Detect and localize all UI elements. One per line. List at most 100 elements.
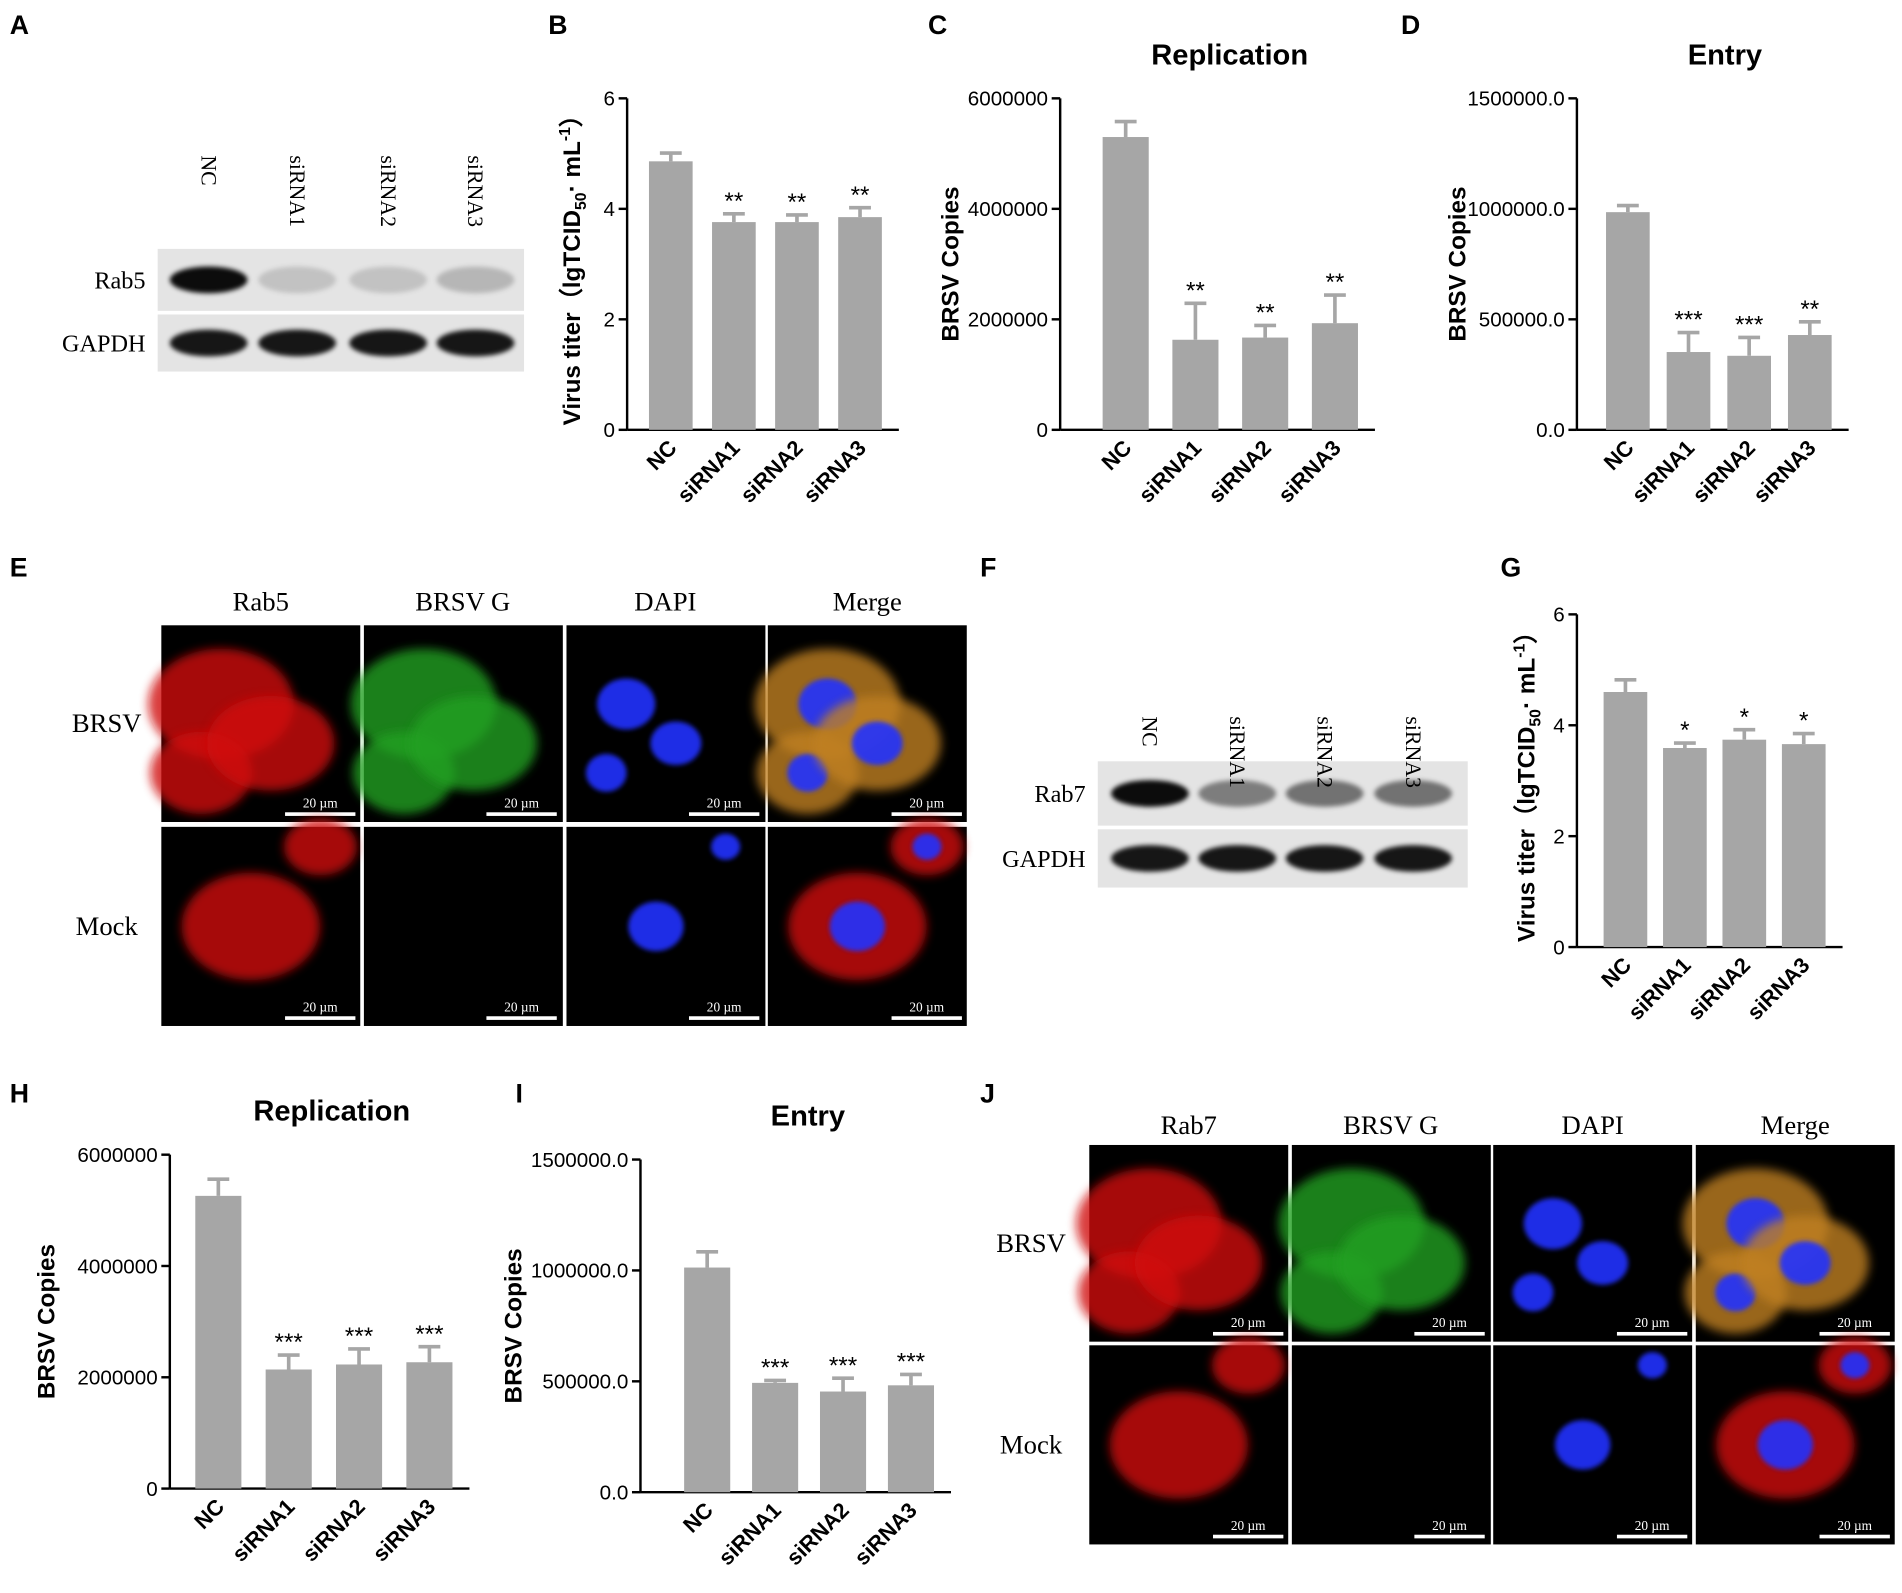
scale-bar — [1414, 1534, 1485, 1539]
error-bar — [849, 205, 871, 218]
bar — [1102, 137, 1149, 430]
blot-lane-label: siRNA1 — [285, 155, 309, 227]
y-tick-label: 500000.0 — [542, 1371, 628, 1394]
bar — [1311, 323, 1358, 430]
y-tick-label: 4 — [604, 198, 615, 221]
bar — [1787, 335, 1832, 430]
x-tick-label: siRNA2 — [1203, 435, 1276, 508]
nucleus — [1840, 1352, 1870, 1379]
y-tick-label: 0 — [1553, 936, 1564, 959]
nucleus — [1715, 1273, 1756, 1312]
y-tick-label: 6000000 — [968, 88, 1048, 111]
x-tick-label: NC — [189, 1494, 229, 1534]
cell-signal — [207, 695, 335, 791]
scale-bar — [486, 812, 557, 816]
nucleus — [1757, 1420, 1813, 1470]
significance-label: *** — [1735, 312, 1764, 339]
x-tick-label: siRNA3 — [1748, 435, 1821, 508]
cell-signal — [181, 872, 320, 981]
error-bar — [1254, 323, 1277, 338]
significance-label: *** — [761, 1355, 790, 1382]
x-tick-label: siRNA3 — [368, 1494, 441, 1567]
significance-label: ** — [788, 189, 807, 216]
cell-signal — [1337, 1215, 1465, 1311]
bar — [195, 1195, 242, 1489]
blot-band — [349, 266, 427, 294]
blot-band — [1374, 845, 1452, 872]
y-tick-label: 2000000 — [968, 309, 1048, 332]
y-tick-label: 1500000.0 — [1467, 88, 1564, 111]
error-bar — [1677, 330, 1700, 353]
nucleus — [711, 833, 741, 860]
nucleus — [585, 753, 627, 792]
blot-lane-label: siRNA3 — [463, 155, 487, 227]
significance-label: *** — [275, 1329, 304, 1356]
x-tick-label: NC — [642, 435, 682, 475]
y-tick-label: 4 — [1553, 715, 1564, 738]
scale-bar — [1414, 1331, 1485, 1336]
bar — [1603, 691, 1648, 948]
scale-bar-label: 20 µm — [1432, 1315, 1467, 1330]
column-header: Rab5 — [233, 587, 289, 617]
western-blot — [157, 248, 525, 372]
blot-row-label: GAPDH — [1002, 846, 1086, 873]
row-label: BRSV — [72, 708, 142, 738]
blot-band — [436, 266, 515, 294]
scale-bar-label: 20 µm — [504, 795, 539, 810]
panel-letter: J — [980, 1078, 995, 1108]
error-bar — [1616, 203, 1639, 213]
error-bar — [900, 1372, 922, 1386]
significance-label: ** — [1800, 296, 1819, 323]
y-tick-label: 4000000 — [968, 198, 1048, 221]
cell-signal — [1109, 1391, 1248, 1499]
error-bar — [277, 1353, 300, 1370]
scale-bar — [688, 1016, 760, 1020]
error-bar — [418, 1344, 441, 1363]
y-tick-label: 2000000 — [77, 1367, 157, 1390]
blot-lane-label: siRNA1 — [1225, 716, 1249, 788]
bar — [1722, 739, 1767, 948]
x-tick-label: siRNA2 — [297, 1494, 370, 1567]
y-axis-label: Virus titer（lgTCID50· mL-1） — [1512, 619, 1545, 942]
x-tick-label: NC — [678, 1497, 718, 1537]
y-tick-label: 4000000 — [77, 1255, 157, 1278]
scale-bar-label: 20 µm — [1432, 1518, 1467, 1533]
chart-title: Entry — [1688, 39, 1763, 71]
scale-bar-label: 20 µm — [1635, 1518, 1670, 1533]
cell-signal — [409, 695, 537, 791]
chart-title: Replication — [1151, 39, 1308, 71]
blot-lane-label: NC — [1138, 716, 1162, 746]
error-bar — [348, 1347, 370, 1365]
error-bar — [1184, 301, 1207, 340]
nucleus — [1523, 1198, 1583, 1250]
micrograph — [1291, 1345, 1491, 1545]
panel-letter: I — [516, 1078, 523, 1108]
scale-bar — [1819, 1331, 1890, 1336]
nucleus — [912, 833, 942, 860]
bar — [838, 217, 882, 430]
significance-label: ** — [1325, 269, 1344, 296]
error-bar — [832, 1376, 854, 1392]
significance-label: * — [1680, 717, 1690, 744]
scale-bar-label: 20 µm — [1231, 1315, 1266, 1330]
panel-letter: F — [980, 553, 996, 583]
x-tick-label: siRNA1 — [713, 1498, 786, 1571]
chart-title: Replication — [253, 1096, 410, 1128]
column-header: Merge — [833, 587, 902, 617]
y-tick-label: 6000000 — [77, 1144, 157, 1167]
error-bar — [1792, 731, 1815, 745]
bar — [712, 222, 756, 430]
blot-lane-label: siRNA2 — [1312, 716, 1336, 788]
row-label: Mock — [1000, 1429, 1063, 1459]
bar — [1172, 339, 1219, 430]
y-axis-label-part: Virus titer（lgTCID — [1513, 727, 1540, 942]
scale-bar-label: 20 µm — [1837, 1518, 1872, 1533]
y-tick-label: 6 — [1553, 604, 1564, 627]
error-bar — [1324, 293, 1346, 324]
nucleus — [787, 753, 829, 792]
blot-row-label: Rab5 — [94, 267, 145, 294]
x-tick-label: siRNA1 — [1623, 952, 1696, 1025]
bar — [1663, 748, 1707, 948]
column-header: DAPI — [634, 587, 696, 617]
x-tick-label: siRNA3 — [849, 1498, 922, 1571]
